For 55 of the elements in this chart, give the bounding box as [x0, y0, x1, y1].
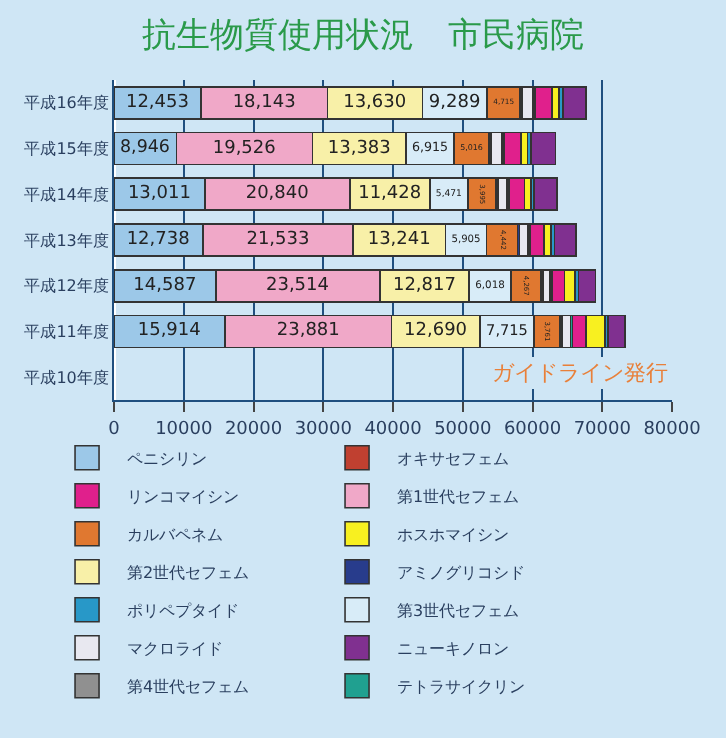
legend-label: カルバペネム: [127, 526, 224, 545]
y-tick-label: 平成13年度: [24, 231, 109, 250]
legend-label: マクロライド: [127, 640, 224, 659]
y-tick-label: 平成12年度: [24, 277, 109, 296]
data-label: 13,630: [343, 92, 407, 113]
x-tick-label: 70000: [573, 419, 632, 440]
data-label: 12,453: [125, 92, 189, 113]
data-label: 13,011: [127, 184, 191, 205]
x-tick-label: 80000: [643, 419, 702, 440]
data-label: 14,587: [133, 275, 197, 296]
data-label: 18,143: [232, 92, 296, 113]
annotation: ガイドライン発行: [492, 360, 668, 386]
data-label: 21,533: [246, 230, 310, 250]
data-label: 13,383: [327, 138, 391, 159]
y-tick-label: 平成14年度: [24, 185, 109, 204]
x-tick-label: 60000: [503, 419, 562, 440]
x-tick-label: 20000: [224, 419, 283, 440]
legend-label: ニューキノロン: [397, 640, 510, 659]
legend-label: 第3世代セフェム: [397, 602, 520, 621]
data-label: 13,241: [367, 230, 431, 250]
data-label: 23,881: [276, 321, 340, 342]
chart-title: 抗生物質使用状況 市民病院: [142, 15, 584, 56]
data-label: 20,840: [245, 184, 310, 205]
x-tick-label: 40000: [364, 419, 423, 440]
legend-label: アミノグリコシド: [397, 564, 526, 583]
data-label: 15,914: [137, 321, 202, 342]
data-label: 12,690: [404, 321, 468, 342]
legend-label: オキサセフェム: [397, 450, 510, 469]
legend-label: ホスホマイシン: [397, 526, 510, 545]
x-tick-label: 30000: [294, 419, 353, 440]
data-label: 19,526: [212, 138, 277, 159]
legend-label: 第4世代セフェム: [127, 678, 250, 697]
y-tick-label: 平成15年度: [24, 140, 109, 159]
data-label: 23,514: [265, 275, 330, 296]
y-tick-label: 平成11年度: [24, 323, 109, 342]
data-label: 9,289: [428, 92, 481, 113]
legend-label: リンコマイシン: [127, 488, 240, 507]
x-tick-label: 50000: [434, 419, 492, 440]
bar: [561, 86, 587, 120]
data-label: 11,428: [358, 184, 422, 205]
data-label: 8,946: [120, 138, 170, 159]
y-tick-label: 平成16年度: [24, 94, 109, 113]
bar: [553, 223, 577, 257]
data-label: 12,817: [392, 275, 456, 296]
data-label: 12,738: [126, 230, 191, 250]
x-tick-label: 0: [108, 419, 121, 440]
legend-label: 第1世代セフェム: [397, 488, 520, 507]
legend-label: ポリペプタイド: [127, 602, 240, 621]
legend-label: 第2世代セフェム: [127, 564, 250, 583]
x-tick-label: 10000: [155, 419, 213, 440]
data-label: 7,715: [486, 320, 528, 339]
bar: [577, 268, 597, 303]
legend-label: ペニシリン: [127, 450, 208, 469]
y-tick-label: 平成10年度: [24, 368, 109, 387]
legend-label: テトラサイクリン: [397, 678, 526, 697]
